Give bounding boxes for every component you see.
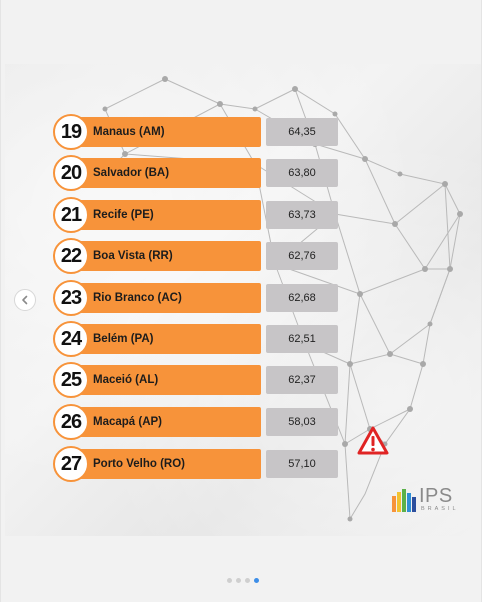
ranking-row: Boa Vista (RR) 22 62,76	[53, 238, 338, 274]
rank-badge: 24	[53, 321, 89, 357]
city-bar: Boa Vista (RR)	[73, 241, 261, 271]
logo-bars-icon	[392, 489, 416, 512]
warning-triangle-icon	[357, 426, 389, 455]
ranking-row: Recife (PE) 21 63,73	[53, 197, 338, 233]
city-bar: Maceió (AL)	[73, 365, 261, 395]
score-box: 63,73	[266, 201, 338, 229]
city-name: Salvador (BA)	[93, 167, 170, 179]
ranking-row: Macapá (AP) 26 58,03	[53, 404, 338, 440]
city-name: Porto Velho (RO)	[93, 458, 185, 470]
city-bar: Manaus (AM)	[73, 117, 261, 147]
score-box: 62,68	[266, 284, 338, 312]
rank-badge: 22	[53, 238, 89, 274]
ranking-row: Salvador (BA) 20 63,80	[53, 155, 338, 191]
city-name: Recife (PE)	[93, 209, 154, 221]
pagination-dot-active[interactable]	[254, 578, 259, 583]
city-name: Rio Branco (AC)	[93, 292, 182, 304]
score-box: 63,80	[266, 159, 338, 187]
pagination-dot[interactable]	[245, 578, 250, 583]
city-name: Macapá (AP)	[93, 416, 163, 428]
pagination-dot[interactable]	[236, 578, 241, 583]
score-box: 64,35	[266, 118, 338, 146]
rank-badge: 23	[53, 280, 89, 316]
ranking-row: Rio Branco (AC) 23 62,68	[53, 280, 338, 316]
chevron-left-icon	[22, 295, 28, 305]
carousel-pagination	[227, 578, 259, 583]
city-bar: Porto Velho (RO)	[73, 449, 261, 479]
rank-badge: 26	[53, 404, 89, 440]
score-box: 58,03	[266, 408, 338, 436]
logo-subtext: BRASIL	[421, 506, 459, 512]
score-box: 62,76	[266, 242, 338, 270]
rank-badge: 19	[53, 114, 89, 150]
city-name: Manaus (AM)	[93, 126, 165, 138]
city-bar: Rio Branco (AC)	[73, 283, 261, 313]
score-box: 62,51	[266, 325, 338, 353]
city-name: Belém (PA)	[93, 333, 154, 345]
rank-badge: 25	[53, 362, 89, 398]
rank-badge: 20	[53, 155, 89, 191]
ranking-row: Manaus (AM) 19 64,35	[53, 114, 338, 150]
score-box: 62,37	[266, 366, 338, 394]
rank-badge: 21	[53, 197, 89, 233]
carousel-prev-button[interactable]	[14, 289, 36, 311]
city-name: Boa Vista (RR)	[93, 250, 173, 262]
city-bar: Macapá (AP)	[73, 407, 261, 437]
rank-badge: 27	[53, 446, 89, 482]
logo-text: IPS	[419, 485, 453, 507]
ranking-row: Maceió (AL) 25 62,37	[53, 362, 338, 398]
city-bar: Belém (PA)	[73, 324, 261, 354]
ranking-row: Porto Velho (RO) 27 57,10	[53, 446, 338, 482]
score-box: 57,10	[266, 450, 338, 478]
city-bar: Salvador (BA)	[73, 158, 261, 188]
city-name: Maceió (AL)	[93, 374, 159, 386]
ips-brasil-logo: IPS BRASIL	[391, 485, 471, 515]
pagination-dot[interactable]	[227, 578, 232, 583]
city-bar: Recife (PE)	[73, 200, 261, 230]
ranking-row: Belém (PA) 24 62,51	[53, 321, 338, 357]
